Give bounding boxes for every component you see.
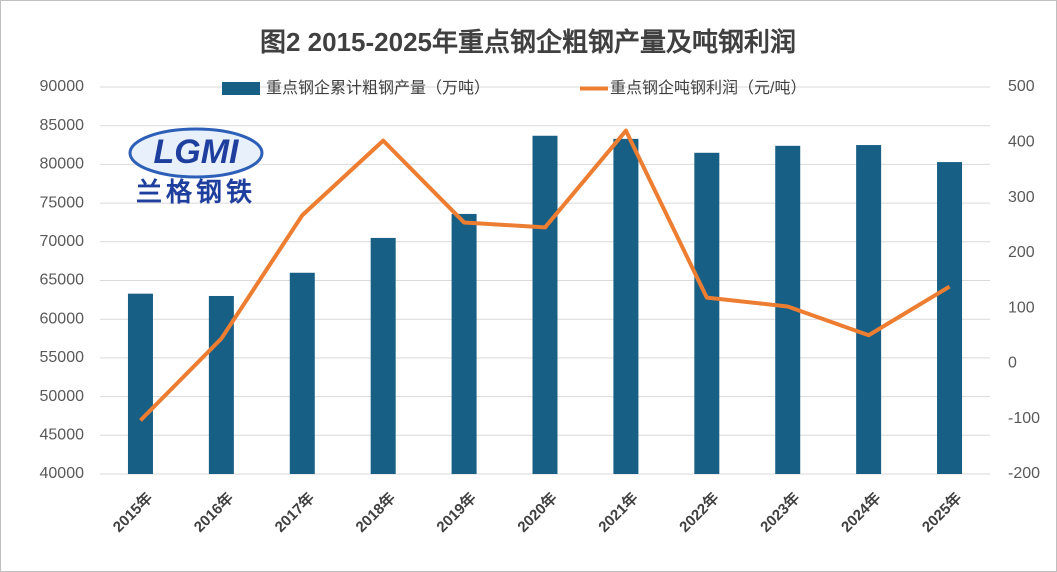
- y-tick-label: 60000: [40, 310, 85, 327]
- y2-tick-label: 100: [1008, 299, 1035, 316]
- bar: [613, 138, 639, 474]
- y-tick-label: 90000: [40, 78, 85, 95]
- y2-tick-label: 0: [1008, 355, 1017, 372]
- y-tick-label: 40000: [40, 465, 85, 482]
- bar: [532, 135, 558, 474]
- chart-title: 图2 2015-2025年重点钢企粗钢产量及吨钢利润: [260, 27, 796, 57]
- y2-tick-label: -200: [1008, 465, 1040, 482]
- bar: [127, 293, 153, 474]
- legend-label: 重点钢企吨钢利润（元/吨）: [610, 79, 806, 97]
- bar: [937, 162, 963, 474]
- logo-subtext: 兰格钢铁: [136, 177, 256, 207]
- y2-tick-label: -100: [1008, 410, 1040, 427]
- logo: LGMI 兰格钢铁: [128, 127, 264, 207]
- bar: [694, 152, 720, 475]
- logo-text: LGMI: [154, 133, 241, 171]
- legend-label: 重点钢企累计粗钢产量（万吨）: [266, 79, 490, 97]
- bar: [289, 272, 315, 474]
- y-tick-label: 50000: [40, 388, 85, 405]
- y-tick-label: 70000: [40, 233, 85, 250]
- y-tick-label: 45000: [40, 427, 85, 444]
- line: [139, 128, 951, 422]
- y2-tick-label: 400: [1008, 134, 1035, 151]
- y2-tick-label: 500: [1008, 78, 1035, 95]
- bar: [856, 145, 882, 475]
- legend-swatch: [222, 82, 260, 95]
- y-tick-label: 85000: [40, 117, 85, 134]
- bar: [370, 237, 396, 474]
- y2-tick-label: 300: [1008, 189, 1035, 206]
- y2-tick-label: 200: [1008, 244, 1035, 261]
- y-tick-label: 55000: [40, 349, 85, 366]
- y-tick-label: 80000: [40, 156, 85, 173]
- y-tick-label: 75000: [40, 194, 85, 211]
- logo-ring: [128, 127, 264, 179]
- y-tick-label: 65000: [40, 272, 85, 289]
- bar: [451, 213, 477, 474]
